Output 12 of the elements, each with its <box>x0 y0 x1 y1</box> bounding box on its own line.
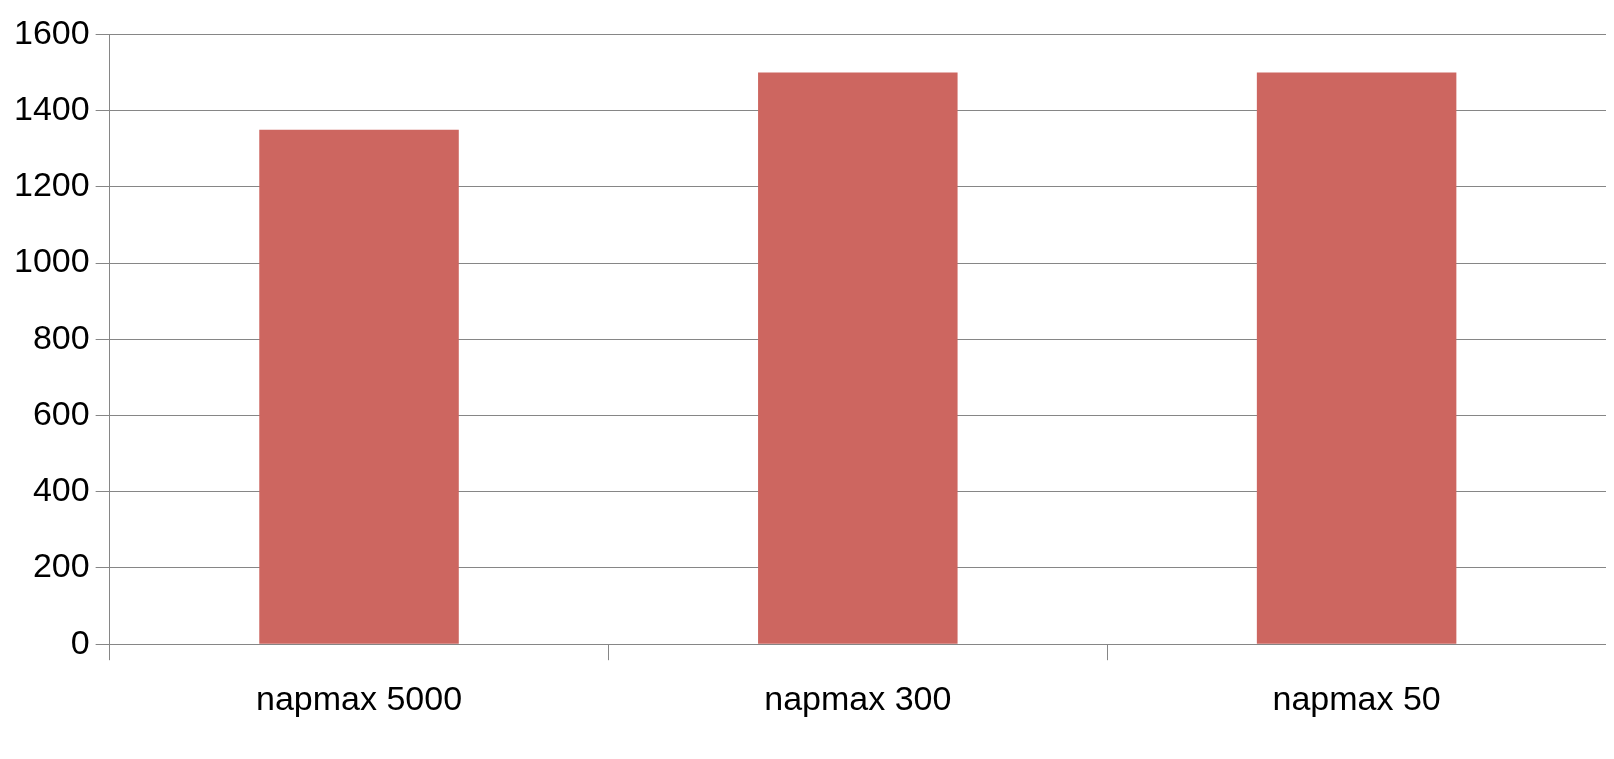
y-tick-label: 800 <box>32 317 90 356</box>
x-tick-label: napmax 300 <box>764 678 952 717</box>
x-tick-label: napmax 50 <box>1272 678 1441 717</box>
y-tick-label: 1200 <box>14 165 90 204</box>
y-tick-label: 0 <box>70 622 90 661</box>
y-tick-label: 1000 <box>14 241 90 280</box>
y-tick-label: 600 <box>32 393 90 432</box>
y-tick-label: 200 <box>32 546 90 585</box>
y-tick-label: 1400 <box>14 89 90 127</box>
y-tick-label: 1600 <box>14 12 90 51</box>
y-tick-label: 400 <box>32 470 90 509</box>
x-tick-label: napmax 5000 <box>256 678 463 717</box>
